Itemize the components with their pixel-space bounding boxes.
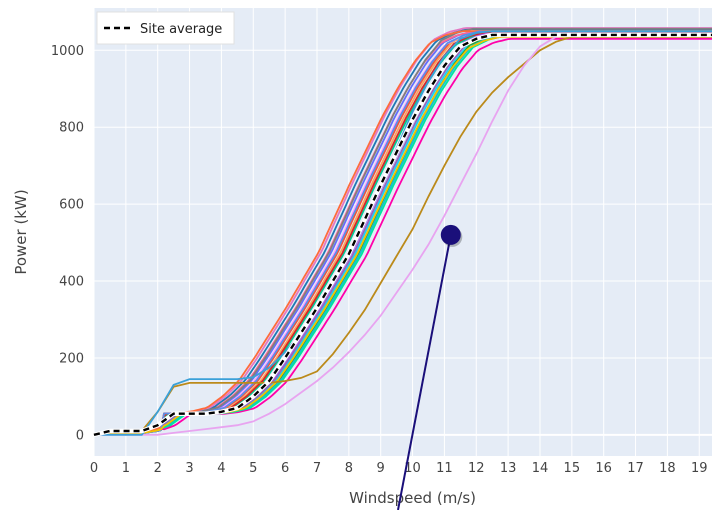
y-tick-label: 600 (59, 198, 84, 213)
y-tick-label: 0 (76, 428, 84, 443)
x-tick-label: 2 (154, 461, 162, 476)
plot-background (94, 8, 712, 456)
y-tick-label: 400 (59, 275, 84, 290)
x-tick-label: 6 (281, 461, 289, 476)
annotation-pointer[interactable] (397, 224, 463, 511)
x-tick-label: 8 (345, 461, 353, 476)
x-tick-label: 16 (595, 461, 612, 476)
x-tick-label: 0 (90, 461, 98, 476)
x-tick-label: 11 (436, 461, 453, 476)
x-tick-label: 12 (468, 461, 485, 476)
x-tick-label: 18 (659, 461, 676, 476)
average-curve-layer (93, 32, 712, 437)
x-tick-label: 4 (217, 461, 225, 476)
x-tick-label: 5 (249, 461, 257, 476)
x-tick-label: 10 (404, 461, 421, 476)
average-curve (93, 33, 712, 436)
legend[interactable]: Site average (96, 11, 235, 45)
y-tick-label: 1000 (51, 44, 84, 59)
x-axis-title: Windspeed (m/s) (349, 489, 476, 507)
y-axis-title: Power (kW) (12, 189, 30, 274)
annotation-line (397, 234, 452, 511)
tick-labels: 0 1 2 3 4 5 6 7 8 9 10 11 12 13 14 15 16 17 18 190200400600… (51, 44, 708, 476)
x-tick-label: 7 (313, 461, 321, 476)
x-tick-label: 19 (691, 461, 708, 476)
annotation-marker (440, 224, 461, 245)
x-tick-label: 15 (564, 461, 581, 476)
turbine-curve (94, 34, 712, 436)
turbine-curve (93, 35, 712, 436)
y-tick-label: 800 (59, 121, 84, 136)
x-tick-label: 13 (500, 461, 517, 476)
x-tick-label: 17 (627, 461, 644, 476)
x-tick-label: 14 (532, 461, 549, 476)
legend-label-site-average: Site average (140, 22, 222, 37)
x-tick-label: 9 (377, 461, 385, 476)
x-tick-label: 3 (185, 461, 193, 476)
y-tick-label: 200 (59, 351, 84, 366)
x-tick-label: 1 (122, 461, 130, 476)
